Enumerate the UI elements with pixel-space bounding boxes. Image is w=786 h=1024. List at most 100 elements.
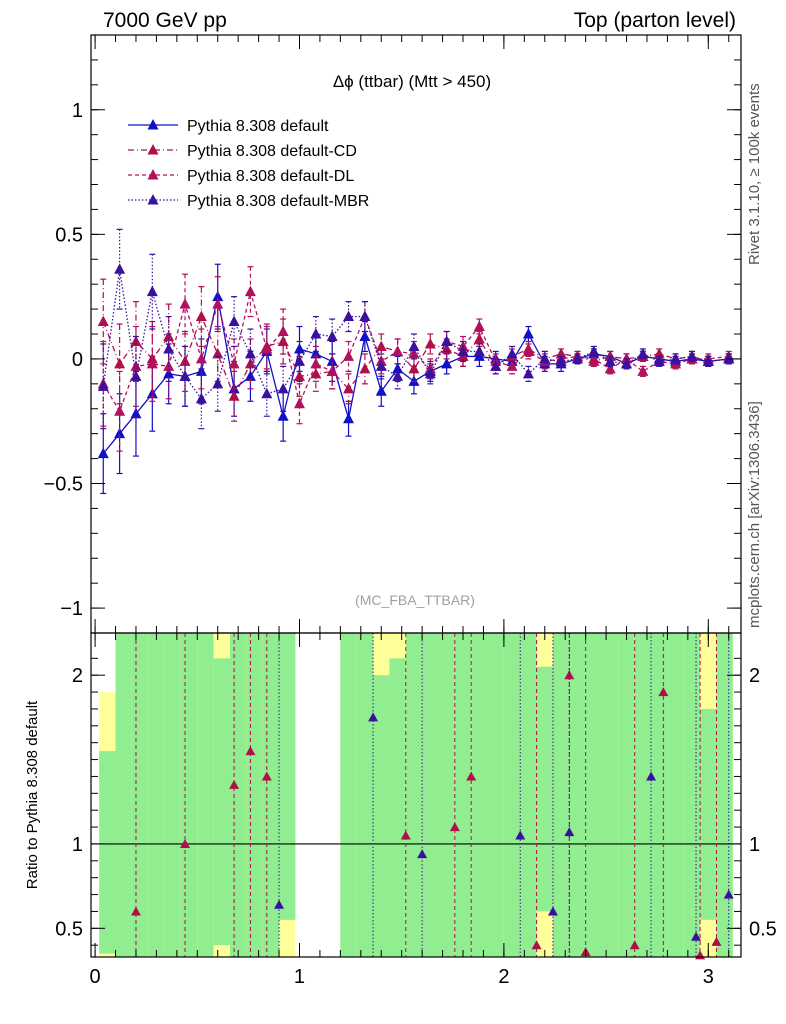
x-tick-label: 2 (498, 966, 509, 988)
data-point (261, 342, 273, 354)
ratio-band-green (389, 658, 406, 957)
ratio-point (629, 940, 640, 950)
ratio-band-green (634, 633, 652, 957)
data-point (637, 365, 649, 376)
main-series-layer (97, 228, 735, 495)
data-point (424, 337, 436, 349)
ratio-band-green (683, 633, 701, 957)
series-0 (97, 263, 735, 495)
data-point (522, 345, 534, 356)
data-point (310, 347, 322, 359)
ratio-point (564, 827, 575, 837)
ratio-band-green (618, 633, 635, 957)
data-point (326, 355, 338, 366)
data-point (146, 357, 158, 369)
data-point (195, 392, 207, 404)
data-point (97, 447, 109, 459)
data-point (408, 347, 420, 359)
ratio-series-layer (130, 633, 734, 960)
ratio-point (417, 849, 428, 859)
data-point (506, 347, 518, 359)
data-point (392, 370, 404, 381)
data-point (114, 263, 126, 274)
series-3 (97, 228, 735, 430)
ratio-band-green (180, 633, 198, 957)
ratio-band-green (585, 633, 603, 957)
ratio-y-tick-label: 0.5 (55, 918, 83, 940)
ratio-band-green (99, 751, 116, 954)
data-point (522, 367, 534, 379)
legend-item: Pythia 8.308 default-CD (128, 143, 357, 160)
data-point (359, 330, 371, 341)
data-point (588, 345, 600, 356)
ratio-point (180, 838, 191, 848)
header-process-label: Top (parton level) (573, 9, 736, 32)
ratio-point (245, 746, 256, 756)
data-point (441, 335, 453, 346)
data-point (343, 412, 355, 424)
ratio-point (466, 771, 477, 781)
data-point (326, 365, 338, 376)
data-point (97, 380, 109, 391)
data-point (212, 290, 224, 302)
data-point (375, 385, 387, 396)
data-point (163, 342, 175, 354)
data-point (97, 315, 109, 327)
y-tick-label: −1 (60, 598, 83, 620)
data-point (114, 405, 126, 416)
data-point (408, 375, 420, 386)
data-point (195, 310, 207, 322)
data-point (723, 352, 735, 364)
data-point (293, 342, 305, 354)
ratio-point (274, 899, 285, 909)
data-point (228, 390, 240, 401)
ratio-band-green (229, 633, 247, 957)
ratio-point (229, 779, 240, 789)
ratio-band-green (503, 633, 521, 957)
x-tick-label: 1 (294, 966, 305, 988)
data-point (522, 328, 534, 339)
data-point (539, 352, 551, 364)
data-point (408, 362, 420, 374)
data-point (310, 328, 322, 339)
ratio-band-green (569, 633, 586, 957)
ratio-band-green (552, 633, 570, 957)
legend-label: Pythia 8.308 default (187, 118, 329, 135)
data-point (702, 355, 714, 366)
data-point (686, 350, 698, 361)
ratio-point (531, 940, 542, 950)
ratio-band-green (197, 633, 214, 957)
legend-swatch-marker (147, 119, 159, 130)
ratio-band-green (131, 633, 149, 957)
legend-label: Pythia 8.308 default-CD (187, 143, 357, 160)
data-point (277, 325, 289, 337)
ratio-band-green (422, 633, 439, 957)
ratio-point (658, 687, 669, 697)
data-point (130, 370, 142, 381)
data-point (228, 315, 240, 327)
ratio-point (261, 771, 272, 781)
ratio-point (449, 822, 460, 832)
axes-layer: −1 −0.5 0 0.5 1 0 1 2 3 0.5 0.5 1 1 2 2 (44, 34, 777, 988)
ratio-band-green (213, 658, 230, 946)
data-point (326, 330, 338, 341)
ratio-band-green (536, 666, 553, 912)
ratio-point (547, 906, 558, 916)
data-point (343, 310, 355, 322)
data-point (490, 360, 502, 371)
data-point (343, 382, 355, 394)
data-point (212, 347, 224, 359)
ratio-point (711, 936, 722, 946)
header-energy-label: 7000 GeV pp (103, 9, 227, 32)
data-point (277, 410, 289, 421)
data-point (244, 285, 256, 297)
y-tick-label: 0 (72, 349, 83, 371)
data-point (359, 362, 371, 374)
data-point (375, 340, 387, 351)
ratio-point (564, 670, 575, 680)
data-point (130, 407, 142, 419)
data-point (408, 340, 420, 351)
data-point (392, 345, 404, 356)
y-tick-label: 0.5 (55, 224, 83, 246)
